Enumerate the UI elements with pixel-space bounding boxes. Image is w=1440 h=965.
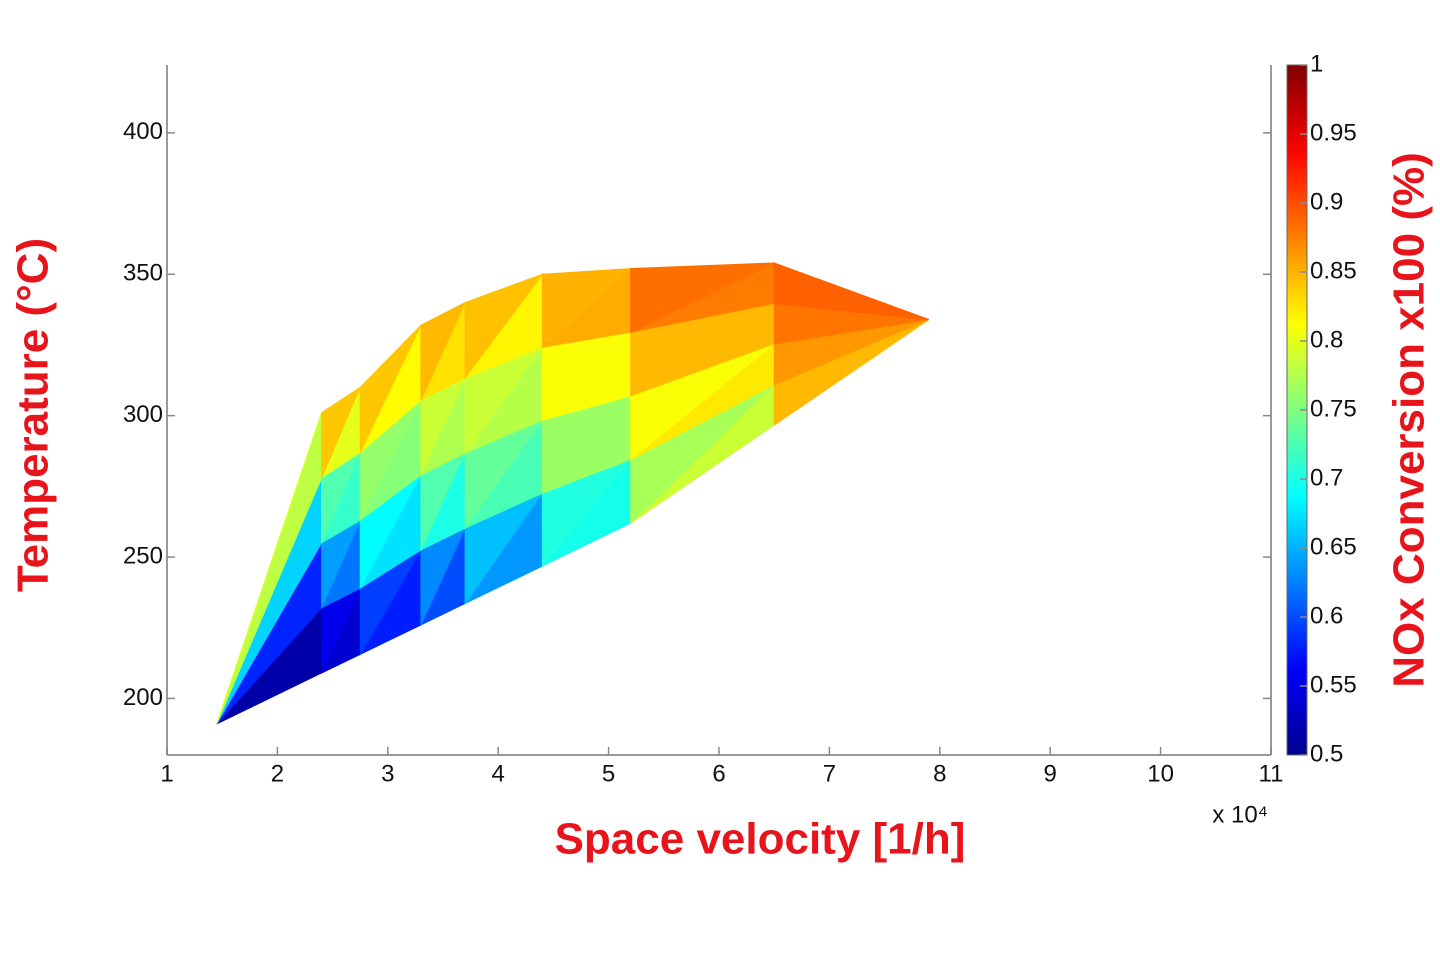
colorbar-tick-label: 0.9: [1310, 188, 1343, 215]
x-tick-label: 10: [1147, 760, 1174, 787]
x-tick-label: 9: [1044, 760, 1057, 787]
x-tick-label: 8: [933, 760, 946, 787]
x-tick-label: 5: [602, 760, 615, 787]
colorbar-tick-label: 0.6: [1310, 602, 1343, 629]
x-axis-label: Space velocity [1/h]: [555, 815, 966, 864]
y-tick-label: 250: [123, 542, 163, 569]
contour-cell: [464, 273, 544, 380]
contour-cell: [773, 262, 929, 321]
x-multiplier: x 10⁴: [1212, 801, 1268, 828]
contour-cell: [321, 386, 362, 479]
contour-cell: [630, 262, 775, 334]
colorbar-tick-label: 0.75: [1310, 395, 1357, 422]
y-tick-label: 200: [123, 684, 163, 711]
x-tick-label: 3: [381, 760, 394, 787]
colorbar-tick-label: 0.55: [1310, 671, 1357, 698]
colorbar-tick-label: 0.5: [1310, 740, 1343, 767]
colorbar-tick-label: 0.95: [1310, 119, 1357, 146]
colorbar-tick-label: 0.85: [1310, 257, 1357, 284]
x-tick-label: 1: [160, 760, 173, 787]
contour-cell: [359, 324, 422, 453]
colorbar-label: NOx Conversion x100 (%): [1385, 152, 1434, 688]
colorbar-tick-label: 1: [1310, 50, 1323, 77]
y-tick-label: 300: [123, 401, 163, 428]
y-tick-label: 350: [123, 260, 163, 287]
contour-cell: [420, 301, 467, 401]
colorbar-tick-label: 0.65: [1310, 533, 1357, 560]
contour-cell: [541, 268, 633, 349]
x-tick-label: 6: [712, 760, 725, 787]
colorbar-tick-label: 0.8: [1310, 326, 1343, 353]
x-tick-label: 7: [823, 760, 836, 787]
x-tick-label: 11: [1259, 760, 1284, 787]
colorbar-tick-label: 0.7: [1310, 464, 1343, 491]
y-axis-label: Temperature (°C): [9, 238, 58, 592]
x-tick-label: 2: [271, 760, 284, 787]
x-tick-label: 4: [492, 760, 505, 787]
y-tick-label: 400: [123, 118, 163, 145]
